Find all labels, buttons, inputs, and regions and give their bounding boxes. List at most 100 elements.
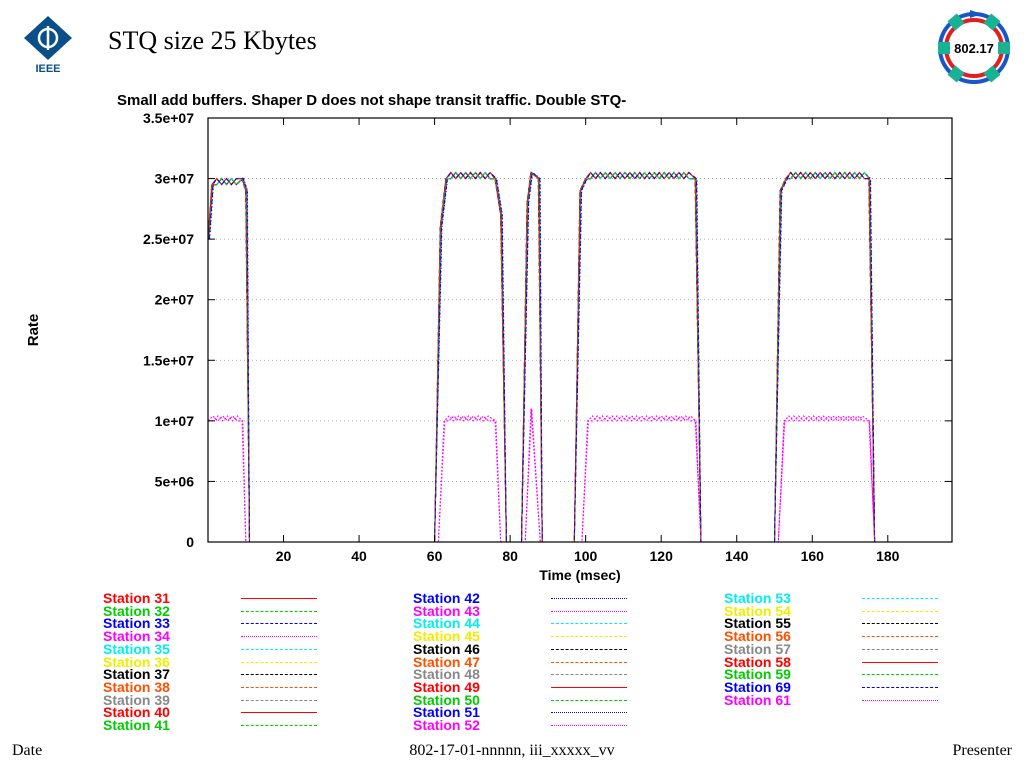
legend-swatch [551, 598, 627, 599]
x-tick-label: 120 [650, 548, 674, 564]
ring-node [938, 42, 950, 54]
rate-chart: Small add buffers. Shaper D does not sha… [25, 92, 953, 583]
ring-node [947, 65, 965, 83]
y-tick-label: 1e+07 [155, 413, 195, 429]
y-axis-label: Rate [25, 314, 42, 347]
legend-entry: Station 52 [413, 717, 633, 733]
series-line [208, 408, 952, 543]
legend-label: Station 59 [724, 666, 791, 683]
legend-entry: Station 59 [724, 666, 944, 683]
legend-swatch [551, 686, 627, 688]
legend-swatch [241, 661, 317, 663]
y-tick-label: 1.5e+07 [143, 352, 194, 368]
x-tick-label: 40 [351, 548, 367, 564]
legend-label: Station 56 [724, 628, 791, 645]
x-tick-label: 60 [427, 548, 443, 564]
series-line [207, 408, 952, 543]
series-line [208, 171, 952, 543]
y-tick-label: 0 [186, 534, 194, 550]
legend-label: Station 33 [103, 615, 170, 632]
legend-swatch [862, 661, 938, 663]
legend-entry: Station 48 [413, 666, 633, 683]
legend-swatch [862, 636, 938, 638]
legend-swatch [862, 648, 938, 650]
x-tick-label: 80 [502, 548, 518, 564]
legend-label: Station 31 [103, 590, 170, 606]
legend-entry: Station 38 [103, 680, 323, 694]
legend-swatch [862, 699, 938, 701]
legend-swatch [241, 699, 317, 701]
series-line [208, 171, 952, 543]
y-tick-label: 3.5e+07 [143, 110, 194, 126]
legend-entry: Station 69 [724, 678, 944, 695]
footer-doc-id: 802-17-01-nnnnn, iii_xxxxx_vv [409, 742, 615, 759]
series-line [208, 171, 952, 543]
x-axis-label: Time (msec) [539, 567, 620, 583]
legend-swatch [551, 725, 627, 726]
x-tick-label: 100 [574, 548, 598, 564]
legend-swatch [241, 636, 317, 638]
legend-label: Station 43 [413, 602, 480, 619]
legend-label: Station 49 [413, 678, 480, 695]
ring-node [947, 13, 965, 31]
legend-label: Station 42 [413, 590, 480, 606]
legend-label: Station 61 [724, 691, 791, 708]
legend-label: Station 50 [413, 691, 480, 708]
legend-label: Station 39 [103, 691, 170, 708]
legend-label: Station 36 [103, 653, 170, 670]
legend-label: Station 44 [413, 615, 480, 632]
legend-entry: Station 44 [413, 615, 633, 632]
legend-label: Station 48 [413, 666, 480, 683]
legend-entry: Station 50 [413, 691, 633, 708]
legend-label: Station 52 [413, 717, 480, 733]
legend-swatch [862, 598, 938, 599]
y-tick-label: 2.5e+07 [143, 231, 194, 247]
legend-label: Station 37 [103, 666, 170, 683]
ring-node [998, 42, 1010, 54]
legend-swatch [551, 636, 627, 638]
legend-label: Station 55 [724, 615, 791, 632]
legend-entry: Station 51 [413, 705, 633, 719]
ieee-logo-text: IEEE [35, 63, 60, 75]
series-line [208, 408, 952, 543]
legend-entry: Station 40 [103, 705, 323, 719]
legend-entry: Station 41 [103, 717, 323, 733]
series-line [208, 408, 952, 543]
legend-swatch [551, 712, 627, 714]
chart-title: Small add buffers. Shaper D does not sha… [117, 92, 626, 109]
legend-swatch [551, 648, 627, 650]
legend-swatch [241, 686, 317, 688]
legend-entry: Station 37 [103, 666, 323, 683]
ring-node [983, 65, 1001, 83]
legend-swatch [551, 623, 627, 625]
legend-entry: Station 36 [103, 653, 323, 670]
ring-logo-text: 802.17 [954, 41, 994, 56]
slide-title: STQ size 25 Kbytes [108, 26, 317, 55]
legend-label: Station 32 [103, 602, 170, 619]
y-tick-label: 2e+07 [155, 292, 195, 308]
legend-label: Station 69 [724, 678, 791, 695]
series-line [209, 171, 952, 543]
x-tick-label: 180 [876, 548, 900, 564]
y-tick-label: 5e+06 [155, 473, 195, 489]
legend-swatch [551, 699, 627, 701]
legend-entry: Station 42 [413, 590, 633, 606]
legend-entry: Station 39 [103, 691, 323, 708]
legend-label: Station 53 [724, 590, 791, 606]
legend-swatch [862, 610, 938, 612]
legend-entry: Station 47 [413, 655, 633, 669]
legend-label: Station 41 [103, 717, 170, 733]
legend-entry: Station 45 [413, 628, 633, 645]
legend-label: Station 45 [413, 628, 480, 645]
legend-swatch [241, 674, 317, 676]
y-tick-label: 3e+07 [155, 171, 195, 187]
grid-lines [208, 178, 952, 482]
x-tick-label: 160 [801, 548, 825, 564]
legend-label: Station 58 [724, 653, 791, 670]
legend-entry: Station 61 [724, 691, 944, 708]
plot-frame [207, 117, 953, 543]
ring-logo: 802.17 [938, 10, 1010, 84]
legend-entry: Station 49 [413, 678, 633, 695]
series-lines [207, 171, 952, 543]
footer-date: Date [12, 742, 43, 759]
